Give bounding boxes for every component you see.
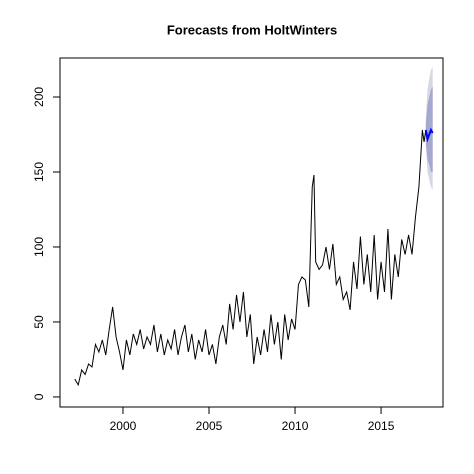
y-tick-label: 150 [32,162,46,182]
x-tick-label: 2010 [282,419,309,433]
y-tick-label: 50 [32,315,46,329]
x-tick-label: 2015 [368,419,395,433]
y-tick-label: 0 [32,393,46,400]
forecast-line [424,127,434,143]
x-tick-label: 2005 [196,419,223,433]
y-tick-label: 100 [32,237,46,257]
plot-box [59,57,444,408]
chart-title: Forecasts from HoltWinters [167,22,337,37]
y-tick-label: 200 [32,87,46,107]
x-tick-label: 2000 [110,419,137,433]
band-80 [425,86,433,172]
series-line [74,129,427,387]
